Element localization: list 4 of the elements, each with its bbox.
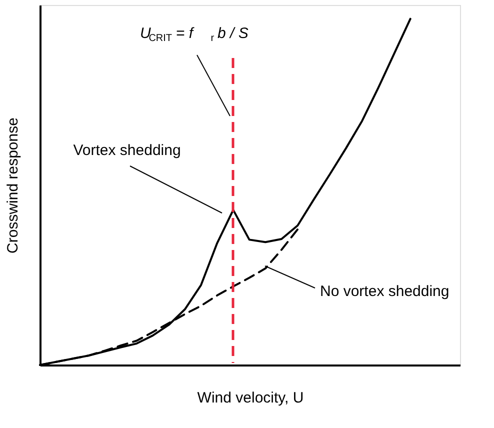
- annotation: No vortex shedding: [320, 283, 450, 300]
- x-axis-title: Wind velocity, U: [197, 390, 304, 406]
- y-axis-title: Crosswind response: [4, 118, 22, 254]
- annotation: Vortex shedding: [73, 142, 181, 159]
